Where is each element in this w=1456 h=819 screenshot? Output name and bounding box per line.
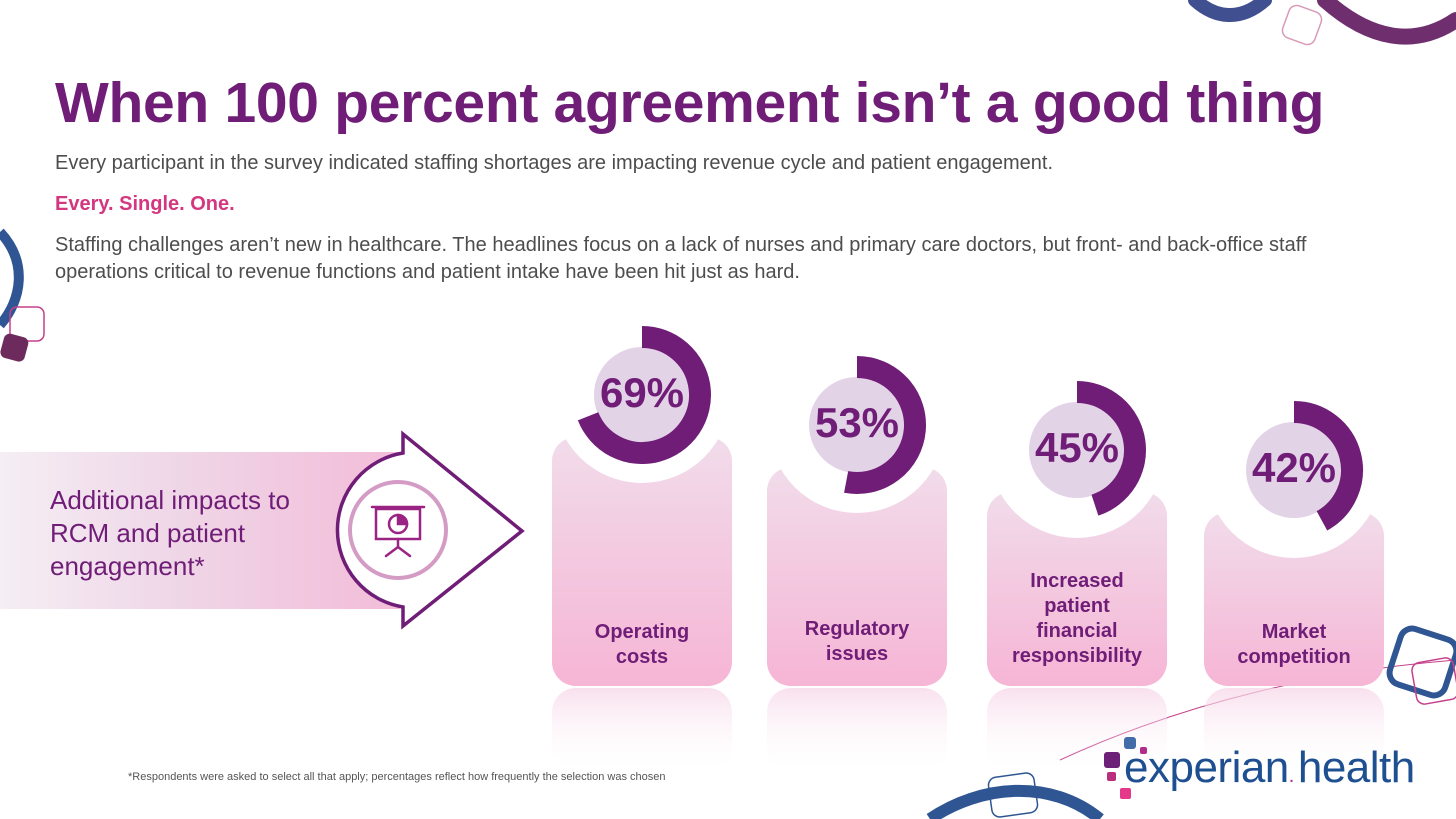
donut-value-label: 69%	[599, 369, 685, 416]
category-label: Regulatory issues	[804, 618, 910, 665]
logo-dot: .	[1288, 765, 1295, 787]
body-text: Staffing challenges aren’t new in health…	[55, 234, 1307, 283]
callout-label: Additional impacts to RCM and patient en…	[50, 485, 290, 581]
ribbon-top-right-blue	[1188, 0, 1272, 22]
callout-arrow	[335, 430, 525, 630]
square-right-blue	[1386, 625, 1456, 699]
donut-value-label: 42%	[1251, 444, 1337, 491]
logo-dots-icon	[1104, 737, 1147, 799]
logo-wordmark: experian.health	[1124, 743, 1415, 801]
ribbon-left-blue	[0, 228, 24, 329]
square-bottom-outline	[987, 772, 1039, 818]
ribbon-top-right-purple	[1317, 0, 1456, 45]
intro-text: Every participant in the survey indicate…	[55, 152, 1053, 174]
donut-value-label: 45%	[1034, 424, 1120, 471]
square-top-right	[1281, 4, 1323, 46]
footnote: *Respondents were asked to select all th…	[128, 771, 666, 783]
donut-value-label: 53%	[814, 399, 900, 446]
callout-band	[0, 452, 400, 609]
page-title: When 100 percent agreement isn’t a good …	[55, 71, 1325, 135]
experian-health-logo: experian.health	[1104, 737, 1434, 801]
ribbon-bottom-blue	[926, 784, 1104, 819]
presentation-pie-chart-icon	[370, 505, 426, 558]
square-left-solid	[0, 333, 29, 362]
emphasis-text: Every. Single. One.	[55, 193, 235, 215]
logo-word-experian: experian	[1124, 743, 1289, 792]
logo-word-health: health	[1297, 743, 1415, 792]
category-label: Operating costs	[594, 621, 690, 668]
category-label: Market competition	[1237, 621, 1351, 668]
category-label: Increased patient financial responsibili…	[1011, 570, 1143, 667]
